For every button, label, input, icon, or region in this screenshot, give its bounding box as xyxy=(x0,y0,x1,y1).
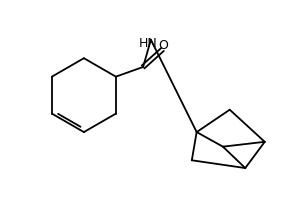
Text: HN: HN xyxy=(139,37,157,50)
Text: O: O xyxy=(159,39,169,52)
